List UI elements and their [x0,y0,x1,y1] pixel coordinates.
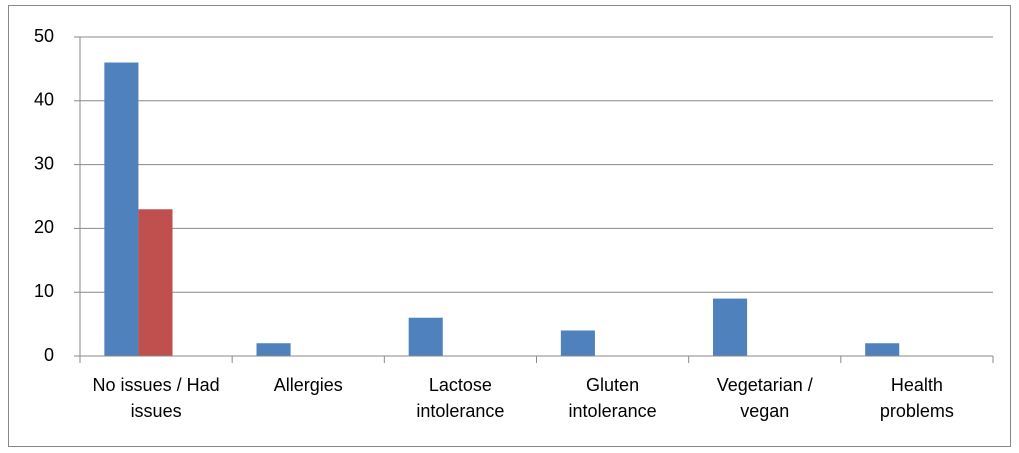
x-tick-label: Gluten intolerance [568,375,657,421]
bar [104,62,139,357]
y-tick-label: 40 [34,90,54,110]
y-tick-label: 30 [34,153,54,173]
bar [560,330,595,356]
chart-border [8,5,1011,447]
bar [256,343,291,356]
y-tick-label: 20 [34,217,54,237]
y-tick-label: 50 [34,26,54,46]
x-tick-label: Health problems [879,375,954,421]
y-tick-label: 0 [44,345,54,365]
x-tick-label: No issues / Had issues [92,375,220,421]
x-tick-label: Allergies [273,375,343,395]
x-tick-label: Vegetarian / vegan [716,375,813,421]
y-tick-label: 10 [34,281,54,301]
bar [408,317,443,356]
bar [138,209,173,356]
bar [713,298,748,356]
bar [865,343,900,356]
x-tick-label: Lactose intolerance [416,375,505,421]
